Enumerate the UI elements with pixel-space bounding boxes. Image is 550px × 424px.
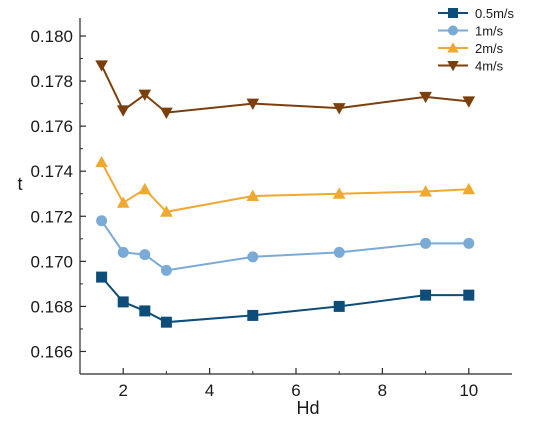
legend-marker: [448, 8, 458, 18]
legend-label: 4m/s: [475, 59, 504, 74]
data-point: [96, 271, 108, 283]
series-1m/s: [96, 215, 475, 276]
legend-marker: [447, 42, 459, 53]
data-point: [463, 237, 475, 249]
legend-item: 4m/s: [438, 59, 504, 74]
data-point: [246, 98, 260, 110]
legend-marker: [447, 61, 459, 72]
data-point: [96, 215, 108, 227]
data-point: [116, 196, 130, 208]
legend-item: 2m/s: [438, 41, 504, 56]
data-point: [247, 251, 259, 263]
y-tick-label: 0.180: [30, 27, 73, 46]
legend-label: 0.5m/s: [475, 6, 515, 21]
data-point: [138, 89, 152, 101]
series-layer: [95, 60, 476, 328]
data-point: [247, 309, 259, 321]
x-tick-label: 6: [291, 381, 300, 400]
y-tick-label: 0.174: [30, 162, 73, 181]
data-point: [116, 105, 130, 117]
data-point: [139, 249, 151, 261]
legend-item: 1m/s: [438, 24, 504, 39]
y-tick-label: 0.178: [30, 72, 73, 91]
data-point: [462, 96, 476, 108]
x-tick-label: 2: [118, 381, 127, 400]
y-tick-label: 0.166: [30, 342, 73, 361]
legend: 0.5m/s 1m/s 2m/s 4m/s: [438, 6, 515, 74]
data-point: [95, 60, 108, 72]
data-point: [160, 316, 172, 328]
data-point: [160, 205, 173, 217]
y-tick-label: 0.176: [30, 117, 73, 136]
series-line: [100, 276, 469, 324]
legend-label: 1m/s: [475, 24, 504, 39]
series-line: [100, 161, 469, 213]
series-4m/s: [95, 60, 476, 119]
y-tick-label: 0.172: [30, 207, 73, 226]
data-point: [463, 289, 475, 301]
legend-marker: [448, 25, 458, 36]
series-2m/s: [95, 155, 476, 217]
legend-item: 0.5m/s: [438, 6, 515, 21]
x-tick-label: 10: [459, 381, 478, 400]
data-point: [160, 264, 172, 276]
x-axis-title: Hd: [296, 398, 319, 418]
series-line: [100, 220, 469, 272]
data-point: [420, 237, 432, 249]
data-point: [462, 182, 476, 195]
data-point: [420, 289, 432, 301]
data-point: [332, 187, 346, 199]
data-point: [139, 305, 151, 317]
y-ticks: 0.166 0.168 0.170 0.172 0.174 0.176 0.178 0.180: [30, 27, 86, 361]
data-point: [117, 296, 129, 308]
data-point: [138, 182, 152, 195]
x-ticks: 2 4 6 8 10: [118, 368, 478, 400]
y-tick-label: 0.170: [30, 252, 73, 271]
series-0.5m/s: [96, 271, 475, 328]
data-point: [419, 185, 432, 197]
y-tick-label: 0.168: [30, 297, 73, 316]
data-point: [160, 107, 173, 119]
data-point: [333, 300, 345, 312]
data-point: [332, 103, 346, 115]
plot-area: 2 4 6 8 10 0.1660.1680.1700.1720.1740.1760.1…: [30, 18, 512, 400]
data-point: [246, 189, 260, 201]
data-point: [95, 155, 108, 168]
data-point: [419, 91, 432, 104]
legend-label: 2m/s: [475, 41, 504, 56]
data-point: [333, 246, 345, 258]
y-axis-title: t: [17, 174, 22, 194]
series-line: [100, 64, 469, 114]
x-tick-label: 8: [378, 381, 387, 400]
data-point: [117, 246, 129, 258]
x-tick-label: 4: [205, 381, 214, 400]
